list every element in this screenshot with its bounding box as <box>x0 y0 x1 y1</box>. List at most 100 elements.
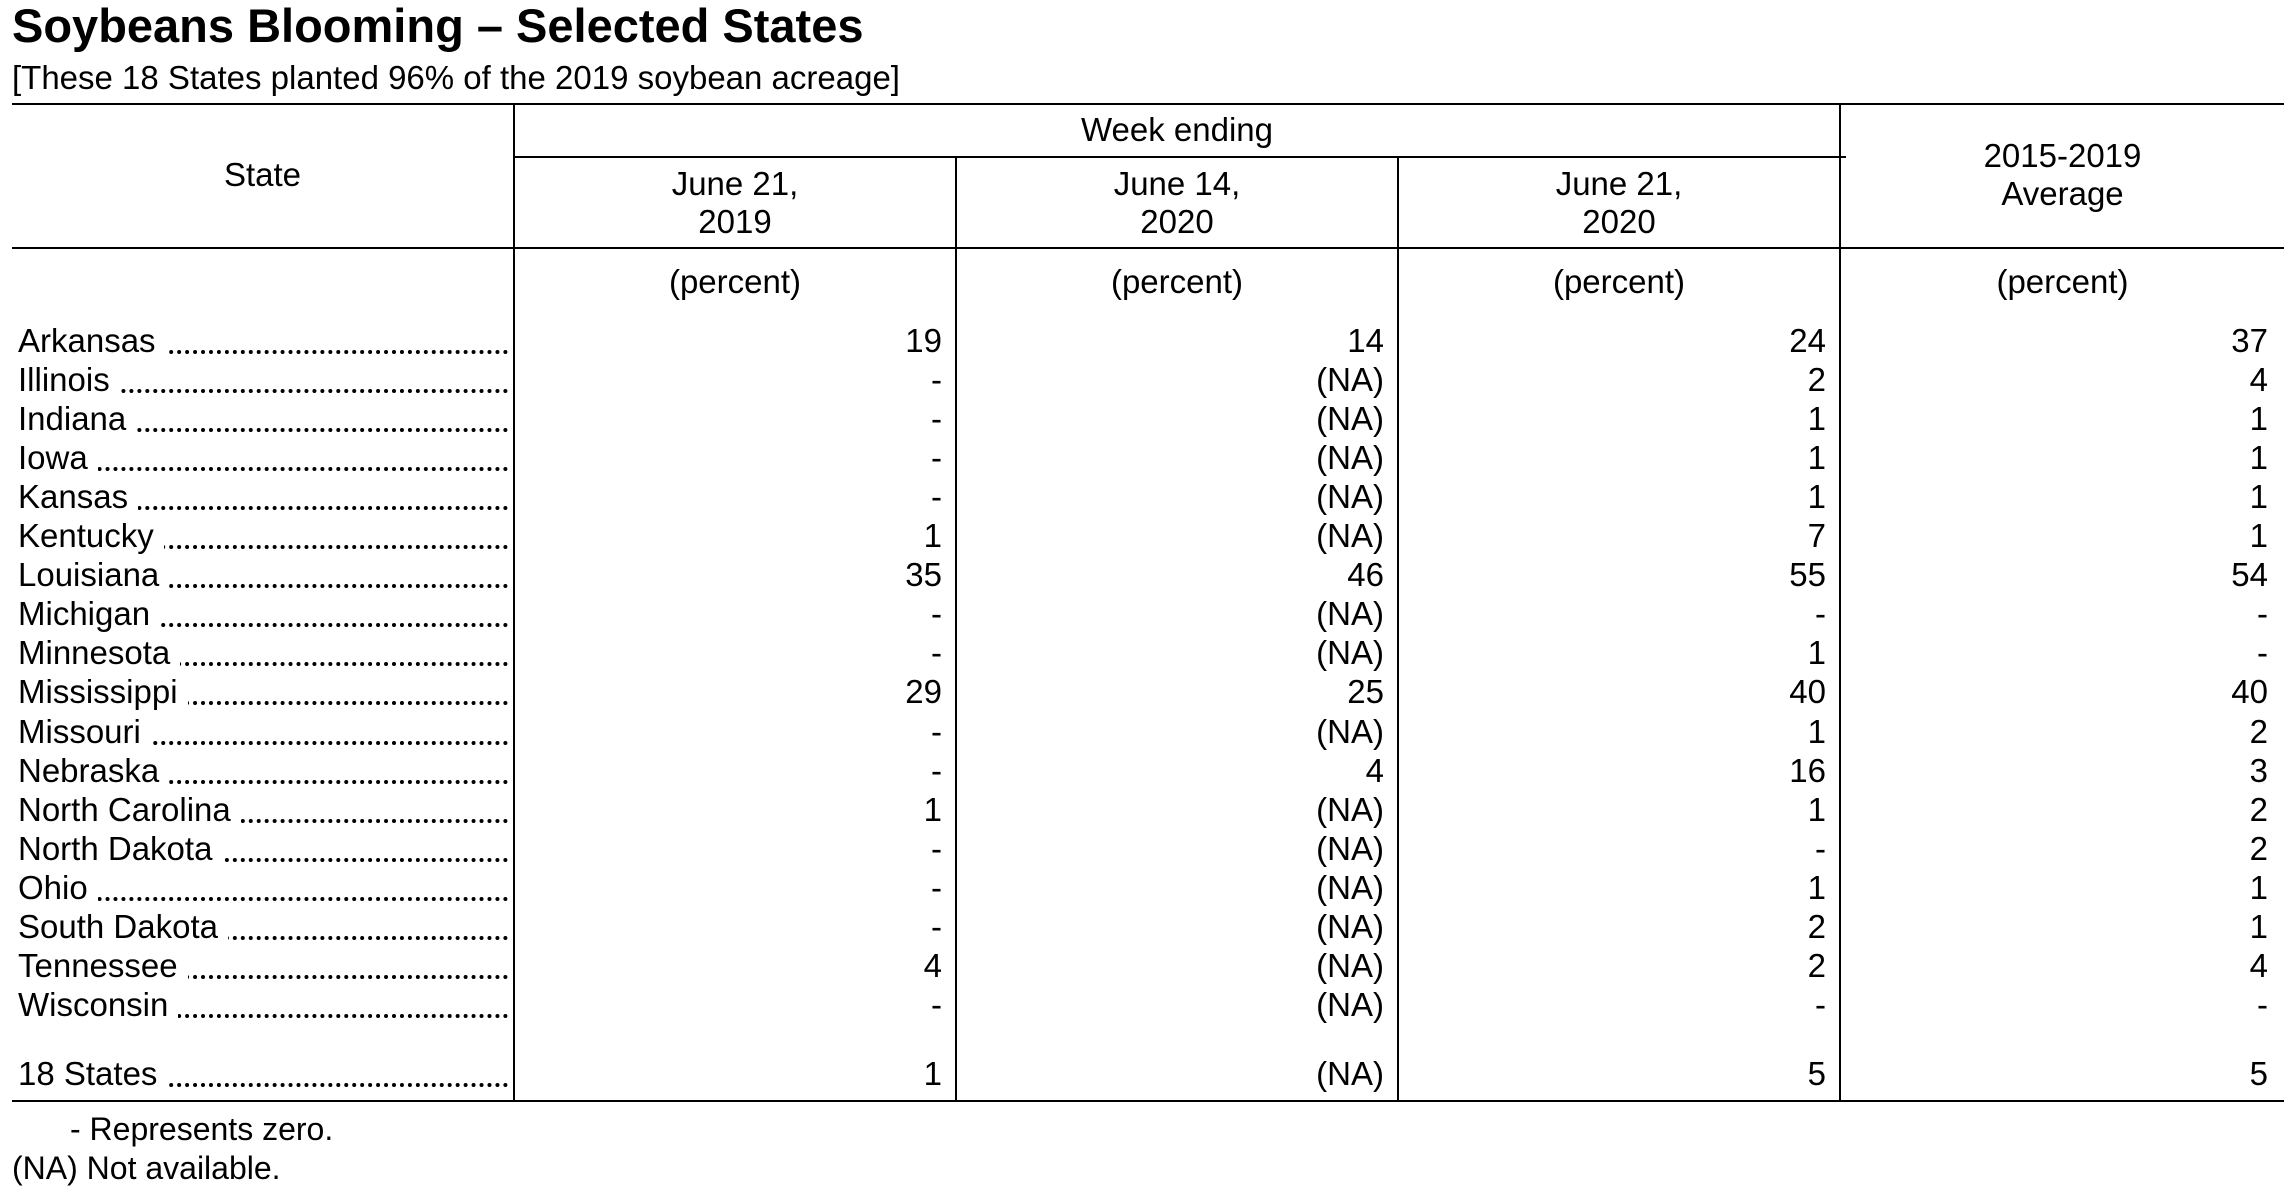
value-cell-col-1: - <box>931 713 942 750</box>
table-row: Louisiana 35 46 55 54 <box>12 555 2284 594</box>
value-cell-col-2: (NA) <box>1316 830 1384 867</box>
rule-top <box>12 103 2284 105</box>
table-title: Soybeans Blooming – Selected States <box>12 0 864 52</box>
value-cell-col-1: - <box>931 634 942 671</box>
state-name: Tennessee <box>18 947 188 984</box>
note-na: (NA) Not available. <box>12 1150 281 1186</box>
header-state: State <box>223 156 302 193</box>
state-name: Arkansas <box>18 322 166 359</box>
value-cell-col-2: 4 <box>1365 752 1384 789</box>
value-cell-col-4: 2 <box>2249 713 2268 750</box>
header-col-4-line2: Average <box>2001 175 2124 212</box>
dot-leader <box>18 506 508 510</box>
table-row: Kentucky 1 (NA) 7 1 <box>12 516 2284 555</box>
value-cell-col-2: (NA) <box>1316 713 1384 750</box>
value-cell-col-4: 4 <box>2249 361 2268 398</box>
value-cell-col-2: (NA) <box>1316 908 1384 945</box>
value-cell-col-2: (NA) <box>1316 361 1384 398</box>
value-cell-col-3: 2 <box>1807 361 1826 398</box>
unit-col-1: (percent) <box>668 263 802 300</box>
value-cell-col-3: 1 <box>1807 713 1826 750</box>
value-cell-col-3: 2 <box>1807 908 1826 945</box>
row-state-stub: Ohio <box>18 868 508 907</box>
value-cell-col-2: (NA) <box>1316 634 1384 671</box>
value-cell-col-4: 40 <box>2231 673 2268 710</box>
row-state-stub: 18 States <box>18 1054 508 1093</box>
state-name: Kansas <box>18 478 139 515</box>
value-cell-col-4: 1 <box>2249 439 2268 476</box>
value-cell-col-2: 25 <box>1347 673 1384 710</box>
table-row: Minnesota - (NA) 1 - <box>12 633 2284 672</box>
value-cell-col-4: 4 <box>2249 947 2268 984</box>
value-cell-col-1: 1 <box>923 791 942 828</box>
note-zero: - Represents zero. <box>70 1111 334 1147</box>
header-col-1-line1: June 21, <box>671 165 799 202</box>
state-name: Michigan <box>18 595 161 632</box>
value-cell-col-1: 4 <box>923 947 942 984</box>
value-cell-col-3: 1 <box>1807 400 1826 437</box>
rule-col-4 <box>1839 103 1841 1102</box>
value-cell-col-2: (NA) <box>1316 986 1384 1023</box>
value-cell-col-4: 1 <box>2249 869 2268 906</box>
value-cell-col-1: - <box>931 478 942 515</box>
dot-leader <box>18 975 508 979</box>
header-week-ending: Week ending <box>1080 111 1274 148</box>
value-cell-col-3: 24 <box>1789 322 1826 359</box>
value-cell-col-1: - <box>931 361 942 398</box>
value-cell-col-3: 1 <box>1807 478 1826 515</box>
dot-leader <box>18 350 508 354</box>
value-cell-col-4: 37 <box>2231 322 2268 359</box>
header-col-2: June 14, 2020 <box>957 165 1397 241</box>
state-name: North Dakota <box>18 830 223 867</box>
value-cell-col-2: (NA) <box>1316 478 1384 515</box>
value-cell-col-3: 55 <box>1789 556 1826 593</box>
value-cell-col-2: (NA) <box>1316 791 1384 828</box>
value-cell-col-2: (NA) <box>1316 400 1384 437</box>
value-cell-col-1: - <box>931 908 942 945</box>
row-state-stub: Nebraska <box>18 751 508 790</box>
dot-leader <box>18 897 508 901</box>
value-cell-col-3: 1 <box>1807 869 1826 906</box>
header-col-3-line2: 2020 <box>1582 203 1656 240</box>
row-state-stub: Iowa <box>18 438 508 477</box>
value-cell-col-3: 40 <box>1789 673 1826 710</box>
value-cell-col-1: - <box>931 869 942 906</box>
value-cell-col-3: 1 <box>1807 439 1826 476</box>
value-cell-col-4: 1 <box>2249 478 2268 515</box>
row-state-stub: Louisiana <box>18 555 508 594</box>
value-cell-col-3: - <box>1815 986 1826 1023</box>
value-cell-col-2: (NA) <box>1316 517 1384 554</box>
row-state-stub: Indiana <box>18 399 508 438</box>
table-row: Wisconsin - (NA) - - <box>12 985 2284 1024</box>
dot-leader <box>18 623 508 627</box>
state-name: Iowa <box>18 439 98 476</box>
value-cell-col-1: - <box>931 830 942 867</box>
dot-leader <box>18 858 508 862</box>
table-row: North Carolina 1 (NA) 1 2 <box>12 790 2284 829</box>
unit-col-4: (percent) <box>1996 263 2129 300</box>
rule-col-1 <box>513 103 515 1102</box>
dot-leader <box>18 389 508 393</box>
rule-week-ending <box>515 156 1846 158</box>
value-cell-col-1: 19 <box>905 322 942 359</box>
table-row: Illinois - (NA) 2 4 <box>12 360 2284 399</box>
row-state-stub: Illinois <box>18 360 508 399</box>
value-cell-col-1: - <box>931 986 942 1023</box>
value-cell-col-2: (NA) <box>1316 439 1384 476</box>
state-name: Missouri <box>18 713 151 750</box>
table-row: Arkansas 19 14 24 37 <box>12 321 2284 360</box>
value-cell-col-4: 5 <box>2249 1055 2268 1092</box>
header-col-1-line2: 2019 <box>698 203 772 240</box>
row-state-stub: Missouri <box>18 712 508 751</box>
value-cell-col-1: 35 <box>905 556 942 593</box>
table-row: Nebraska - 4 16 3 <box>12 751 2284 790</box>
row-state-stub: Kentucky <box>18 516 508 555</box>
table-row: South Dakota - (NA) 2 1 <box>12 907 2284 946</box>
unit-col-2: (percent) <box>1110 263 1244 300</box>
value-cell-col-3: 1 <box>1807 634 1826 671</box>
dot-leader <box>18 428 508 432</box>
value-cell-col-4: 1 <box>2249 517 2268 554</box>
table-row: Kansas - (NA) 1 1 <box>12 477 2284 516</box>
value-cell-col-1: - <box>931 595 942 632</box>
row-state-stub: Kansas <box>18 477 508 516</box>
